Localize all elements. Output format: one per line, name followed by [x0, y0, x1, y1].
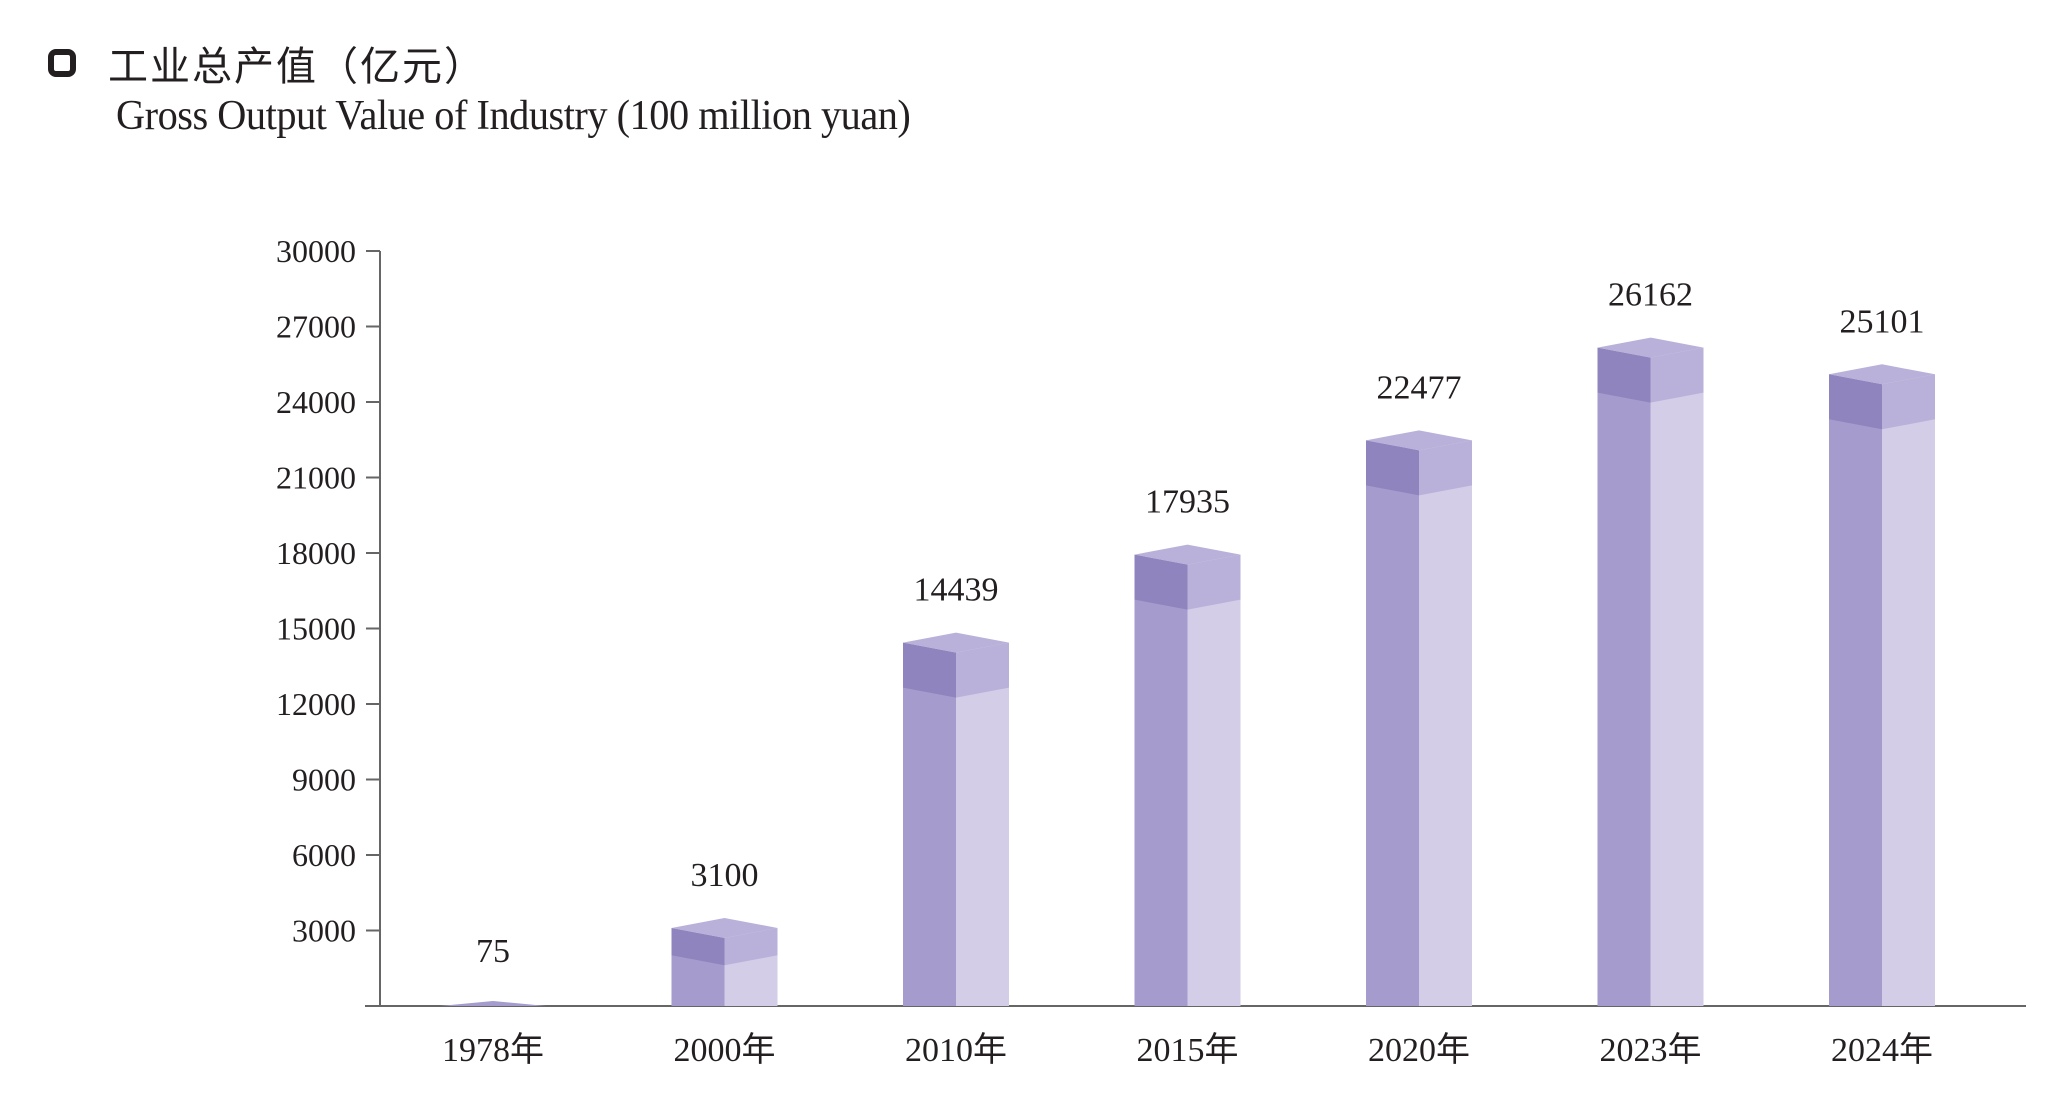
bar-value-label: 3100	[691, 857, 759, 894]
x-category-label: 2024年	[1831, 1031, 1933, 1069]
y-tick-label: 24000	[276, 384, 356, 420]
bar-value-label: 75	[476, 933, 510, 970]
y-tick-label: 6000	[292, 837, 356, 873]
bar-front-face	[1366, 440, 1419, 1006]
bar-side-band	[956, 642, 1009, 698]
bar-front-band	[1134, 554, 1188, 610]
bar-front-band	[1597, 347, 1651, 403]
bar-value-label: 17935	[1145, 484, 1230, 521]
title-row: 工业总产值（亿元）	[44, 34, 943, 92]
bar-front-band	[1829, 374, 1882, 430]
x-category-label: 2000年	[674, 1031, 776, 1069]
y-tick-label: 12000	[276, 686, 356, 722]
bar-2015年	[1134, 544, 1241, 1006]
bar-side-face	[1419, 440, 1472, 1006]
y-tick-label: 15000	[276, 611, 356, 647]
x-category-label: 1978年	[442, 1031, 544, 1069]
y-tick-label: 9000	[292, 762, 356, 798]
bar-value-label: 14439	[914, 572, 999, 609]
y-tick-label: 27000	[276, 309, 356, 345]
bar-2010年	[903, 632, 1009, 1006]
x-category-label: 2023年	[1600, 1031, 1702, 1069]
square-bullet-icon	[48, 49, 76, 77]
bar-side-band	[1419, 440, 1472, 496]
bar-side-band	[1650, 347, 1704, 403]
y-tick-label: 30000	[276, 233, 356, 269]
bar-top-cap	[671, 917, 778, 938]
y-tick-label: 3000	[292, 913, 356, 949]
bar-1978年	[440, 1001, 546, 1006]
bar-front-band	[903, 642, 956, 698]
bar-front-band	[1366, 440, 1419, 496]
chart-axes: 3000 6000 9000 12000 15000 18000 21000 24000 270…	[276, 233, 2026, 1007]
bar-side-face	[1187, 554, 1241, 1006]
bar-2024年	[1829, 364, 1935, 1006]
bar-top-cap	[1597, 337, 1704, 358]
bar-top-cap	[1829, 364, 1935, 385]
chart-title-block: 工业总产值（亿元） Gross Output Value of Industry…	[44, 34, 943, 140]
chart-title-english: Gross Output Value of Industry (100 mill…	[116, 93, 911, 139]
bar-side-band	[724, 927, 778, 966]
bar-value-label: 26162	[1608, 277, 1693, 314]
bar-front-face	[1829, 374, 1882, 1006]
y-tick-label: 18000	[276, 535, 356, 571]
bar-side-band	[1187, 554, 1241, 610]
bar-2000年	[671, 917, 778, 1006]
bar-side-face	[1650, 347, 1704, 1006]
bar-top-cap	[903, 632, 1009, 653]
bar-front-face	[903, 642, 956, 1006]
bar-value-label: 22477	[1377, 369, 1462, 406]
bar-front-band	[671, 927, 725, 966]
bar-top-cap	[1134, 544, 1241, 565]
bar-side-face	[1882, 374, 1935, 1006]
chart-bars	[440, 337, 1935, 1006]
bar-front-face	[1597, 347, 1651, 1006]
bar-side-band	[1882, 374, 1935, 430]
bar-2023年	[1597, 337, 1704, 1006]
bar-flat-cap	[440, 1001, 546, 1006]
x-category-label: 2010年	[905, 1031, 1007, 1069]
chart-title-chinese: 工业总产值（亿元）	[108, 44, 486, 90]
bar-side-face	[956, 642, 1009, 1006]
bar-top-cap	[1366, 430, 1472, 451]
bar-value-label: 25101	[1840, 303, 1925, 340]
bar-2020年	[1366, 430, 1472, 1006]
y-tick-label: 21000	[276, 460, 356, 496]
x-category-label: 2015年	[1137, 1031, 1239, 1069]
chart-labels: 75 1978年 3100 2000年 14439 2010年 17935 2015年 2247…	[442, 277, 1933, 1069]
bar-front-face	[1134, 554, 1188, 1006]
x-category-label: 2020年	[1368, 1031, 1470, 1069]
